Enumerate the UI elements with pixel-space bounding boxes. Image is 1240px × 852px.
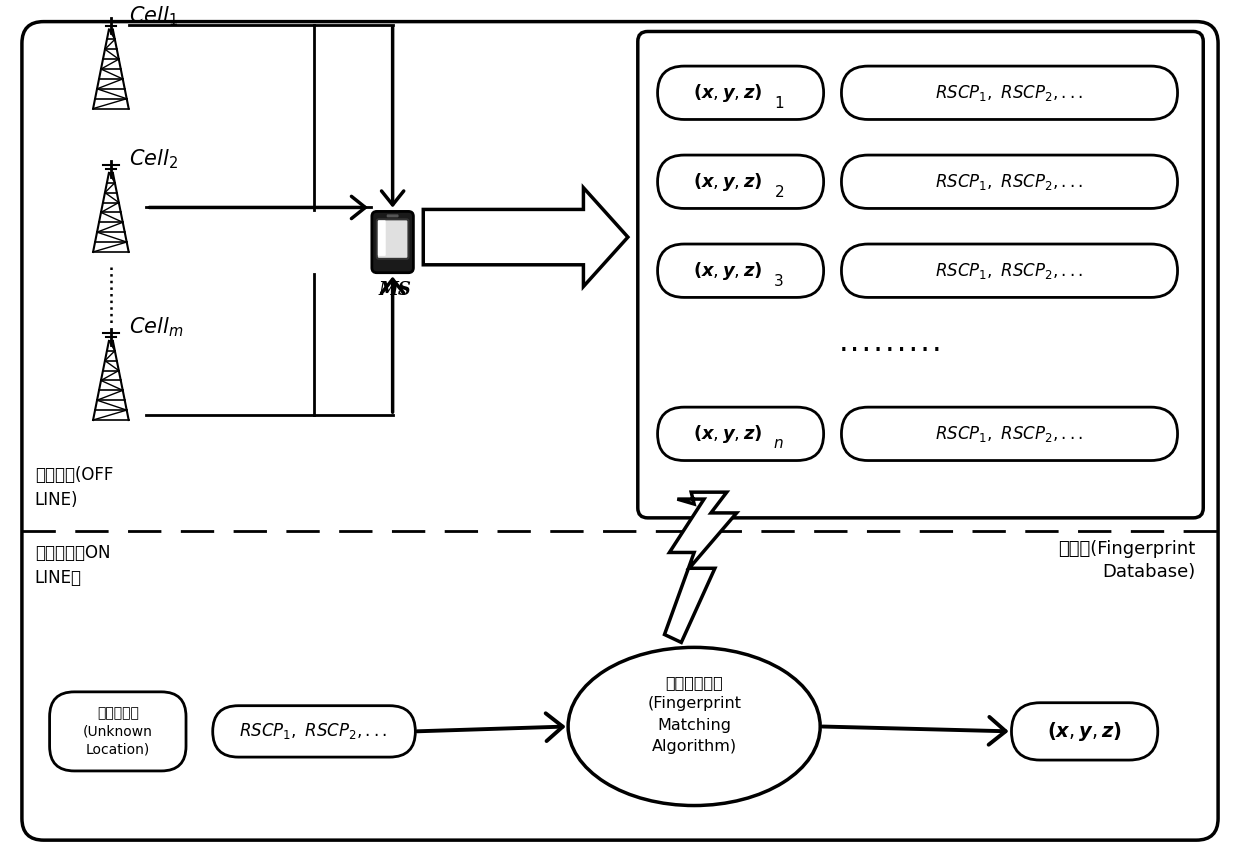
Text: $\mathit{RSCP}_1,\ \mathit{RSCP}_2,...$: $\mathit{RSCP}_1,\ \mathit{RSCP}_2,...$ — [935, 423, 1084, 444]
Polygon shape — [665, 492, 737, 642]
Text: $\mathit{RSCP}_1,\ \mathit{RSCP}_2,...$: $\mathit{RSCP}_1,\ \mathit{RSCP}_2,...$ — [935, 261, 1084, 280]
FancyBboxPatch shape — [637, 32, 1203, 518]
Text: $\mathit{2}$: $\mathit{2}$ — [774, 184, 784, 199]
FancyBboxPatch shape — [842, 155, 1178, 209]
Text: $\boldsymbol{(x,y,z)}$: $\boldsymbol{(x,y,z)}$ — [693, 260, 761, 282]
Text: $\mathit{n}$: $\mathit{n}$ — [774, 436, 784, 452]
Text: .........: ......... — [838, 337, 944, 355]
Text: $\mathit{3}$: $\mathit{3}$ — [774, 273, 784, 289]
Text: MS: MS — [378, 280, 410, 298]
FancyBboxPatch shape — [657, 155, 823, 209]
Text: 离线阶段(OFF
LINE): 离线阶段(OFF LINE) — [35, 466, 113, 509]
Text: $\mathit{RSCP}_1,\ \mathit{RSCP}_2,...$: $\mathit{RSCP}_1,\ \mathit{RSCP}_2,...$ — [935, 83, 1084, 103]
Text: $\mathit{RSCP}_1,\ \mathit{RSCP}_2,...$: $\mathit{RSCP}_1,\ \mathit{RSCP}_2,...$ — [239, 722, 388, 741]
FancyBboxPatch shape — [372, 211, 413, 273]
FancyBboxPatch shape — [842, 244, 1178, 297]
FancyBboxPatch shape — [387, 215, 398, 217]
Text: $\boldsymbol{(x,y,z)}$: $\boldsymbol{(x,y,z)}$ — [1048, 720, 1122, 743]
Text: $\mathit{RSCP}_1,\ \mathit{RSCP}_2,...$: $\mathit{RSCP}_1,\ \mathit{RSCP}_2,...$ — [935, 172, 1084, 192]
Text: 在线阶段（ON
LINE）: 在线阶段（ON LINE） — [35, 544, 110, 586]
FancyBboxPatch shape — [1012, 703, 1158, 760]
Text: $\mathit{Cell}_1$: $\mathit{Cell}_1$ — [129, 4, 177, 27]
Text: 指纹匹配算法
(Fingerprint
Matching
Algorithm): 指纹匹配算法 (Fingerprint Matching Algorithm) — [647, 675, 742, 755]
Text: $\boldsymbol{(x,y,z)}$: $\boldsymbol{(x,y,z)}$ — [693, 423, 761, 445]
FancyBboxPatch shape — [657, 244, 823, 297]
Text: 待定位测量
(Unknown
Location): 待定位测量 (Unknown Location) — [83, 706, 153, 757]
FancyBboxPatch shape — [657, 407, 823, 461]
Text: $\boldsymbol{(x,y,z)}$: $\boldsymbol{(x,y,z)}$ — [693, 82, 761, 104]
Text: 指纹库(Fingerprint
Database): 指纹库(Fingerprint Database) — [1058, 539, 1195, 581]
FancyBboxPatch shape — [842, 66, 1178, 119]
Text: $\mathit{1}$: $\mathit{1}$ — [774, 95, 784, 111]
Text: $\mathit{Cell}_m$: $\mathit{Cell}_m$ — [129, 315, 184, 339]
FancyBboxPatch shape — [378, 221, 386, 256]
Polygon shape — [423, 187, 627, 286]
FancyBboxPatch shape — [213, 705, 415, 757]
FancyBboxPatch shape — [22, 21, 1218, 840]
Text: $\boldsymbol{(x,y,z)}$: $\boldsymbol{(x,y,z)}$ — [693, 170, 761, 193]
Text: $\mathit{Cell}_2$: $\mathit{Cell}_2$ — [129, 147, 177, 171]
FancyBboxPatch shape — [50, 692, 186, 771]
FancyBboxPatch shape — [657, 66, 823, 119]
FancyBboxPatch shape — [842, 407, 1178, 461]
FancyBboxPatch shape — [377, 219, 408, 259]
Ellipse shape — [568, 648, 820, 805]
